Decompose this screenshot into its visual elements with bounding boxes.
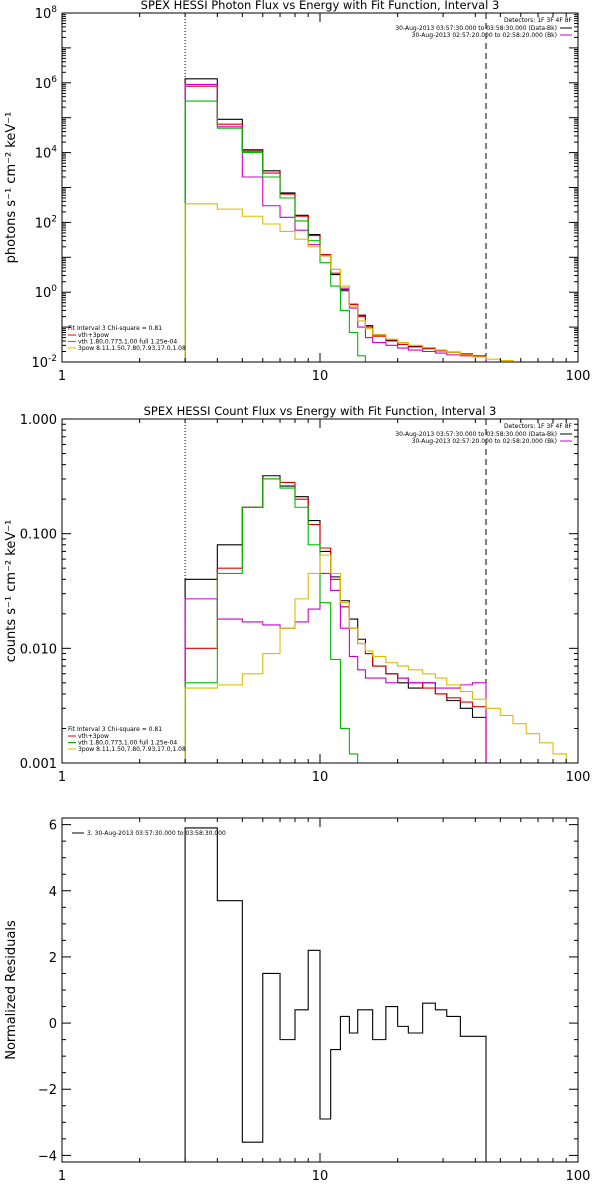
series-vth-3pow [184,478,487,763]
plot-frame [61,12,579,363]
x-tick-label: 10 [312,1169,329,1184]
y-axis-label: photons s⁻¹ cm⁻² keV⁻¹ [4,112,19,264]
y-tick-label: 104 [35,145,58,162]
y-tick-label: 108 [35,5,58,22]
series-residuals [184,827,487,1162]
y-tick-label: 0 [49,1017,57,1032]
y-tick-label: 102 [35,214,57,231]
legend-entry: 3. 30-Aug-2013 03:57:30.000 to 03:58:30.… [87,830,226,837]
legend-entry: 30-Aug-2013 02:57:20.000 to 02:58:20.000… [412,32,557,39]
x-tick-label: 1 [58,369,66,384]
y-tick-label: 106 [35,75,58,92]
y-tick-label: 0.100 [20,528,57,543]
count-panel: SPEX HESSI Count Flux vs Energy with Fit… [4,404,590,785]
legend-header: Fit Interval 3 Chi-square = 0.81 [68,726,162,733]
y-tick-label: 4 [49,885,57,900]
chart-title: SPEX HESSI Photon Flux vs Energy with Fi… [141,0,500,12]
legend-entry: 3pow 8.11,1.50,7.80,7.93,17.0,1.08 [78,345,186,352]
x-tick-label: 100 [566,770,591,785]
legend-entry: vth 1.80,0.773,1.00 full 1.25e-04 [78,740,177,747]
y-tick-label: 2 [49,951,57,966]
series-bk [184,572,487,763]
legend-entry: vth+3pow [78,733,109,740]
legend-entry: vth 1.80,0.773,1.00 full 1.25e-04 [78,339,177,346]
x-tick-label: 1 [58,770,66,785]
y-tick-label: 0.010 [20,642,57,657]
y-tick-label: 6 [49,819,57,834]
legend-entry: 3pow 8.11,1.50,7.80,7.93,17.0,1.08 [78,746,186,753]
x-tick-label: 10 [312,770,329,785]
series-vth [184,478,366,763]
series-data-bk [184,78,487,362]
legend-header: Detectors: 1F 3F 4F 8F [504,17,573,24]
legend-header: Detectors: 1F 3F 4F 8F [504,423,573,430]
series-bk [184,83,487,362]
y-tick-label: −2 [38,1083,57,1098]
y-axis-label: counts s⁻¹ cm⁻² keV⁻¹ [4,520,19,663]
legend-header: Fit Interval 3 Chi-square = 0.81 [68,325,162,332]
chart-title: SPEX HESSI Count Flux vs Energy with Fit… [144,404,497,418]
y-tick-label: 0.001 [20,757,57,772]
series-3pow [184,554,578,763]
photon-panel: SPEX HESSI Photon Flux vs Energy with Fi… [4,0,590,384]
y-tick-label: 1.000 [20,413,57,428]
legend-entry: 30-Aug-2013 03:57:30.000 to 03:58:30.000… [395,25,557,32]
series-vth [184,100,366,362]
x-tick-label: 1 [58,1169,66,1184]
x-tick-label: 100 [566,1169,591,1184]
x-tick-label: 10 [312,369,329,384]
resid-panel: Normalized Residuals 1 10 100 −4 −2 0 2 4 6 3. 30-… [4,817,591,1184]
legend-entry: vth+3pow [78,332,109,339]
legend-entry: 30-Aug-2013 03:57:30.000 to 03:58:30.000… [395,431,557,438]
legend-entry: 30-Aug-2013 02:57:20.000 to 02:58:20.000… [412,438,557,445]
y-tick-label: 100 [35,284,58,301]
series-3pow [184,203,527,362]
y-tick-label: −4 [38,1149,57,1164]
series-data-bk [184,475,487,763]
x-tick-label: 100 [566,369,591,384]
y-axis-label: Normalized Residuals [4,920,19,1060]
y-tick-label: 10-2 [31,354,57,371]
